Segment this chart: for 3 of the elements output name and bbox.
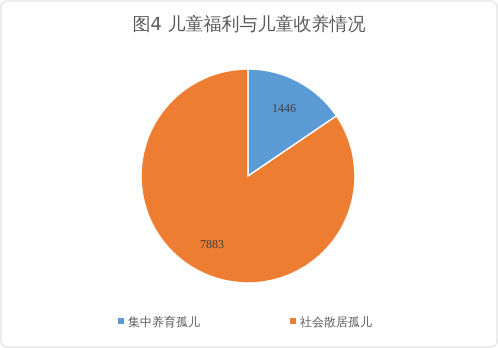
- data-label: 7883: [200, 237, 224, 252]
- chart-title: 图4 儿童福利与儿童收养情况: [132, 14, 366, 35]
- data-label: 1446: [272, 100, 296, 115]
